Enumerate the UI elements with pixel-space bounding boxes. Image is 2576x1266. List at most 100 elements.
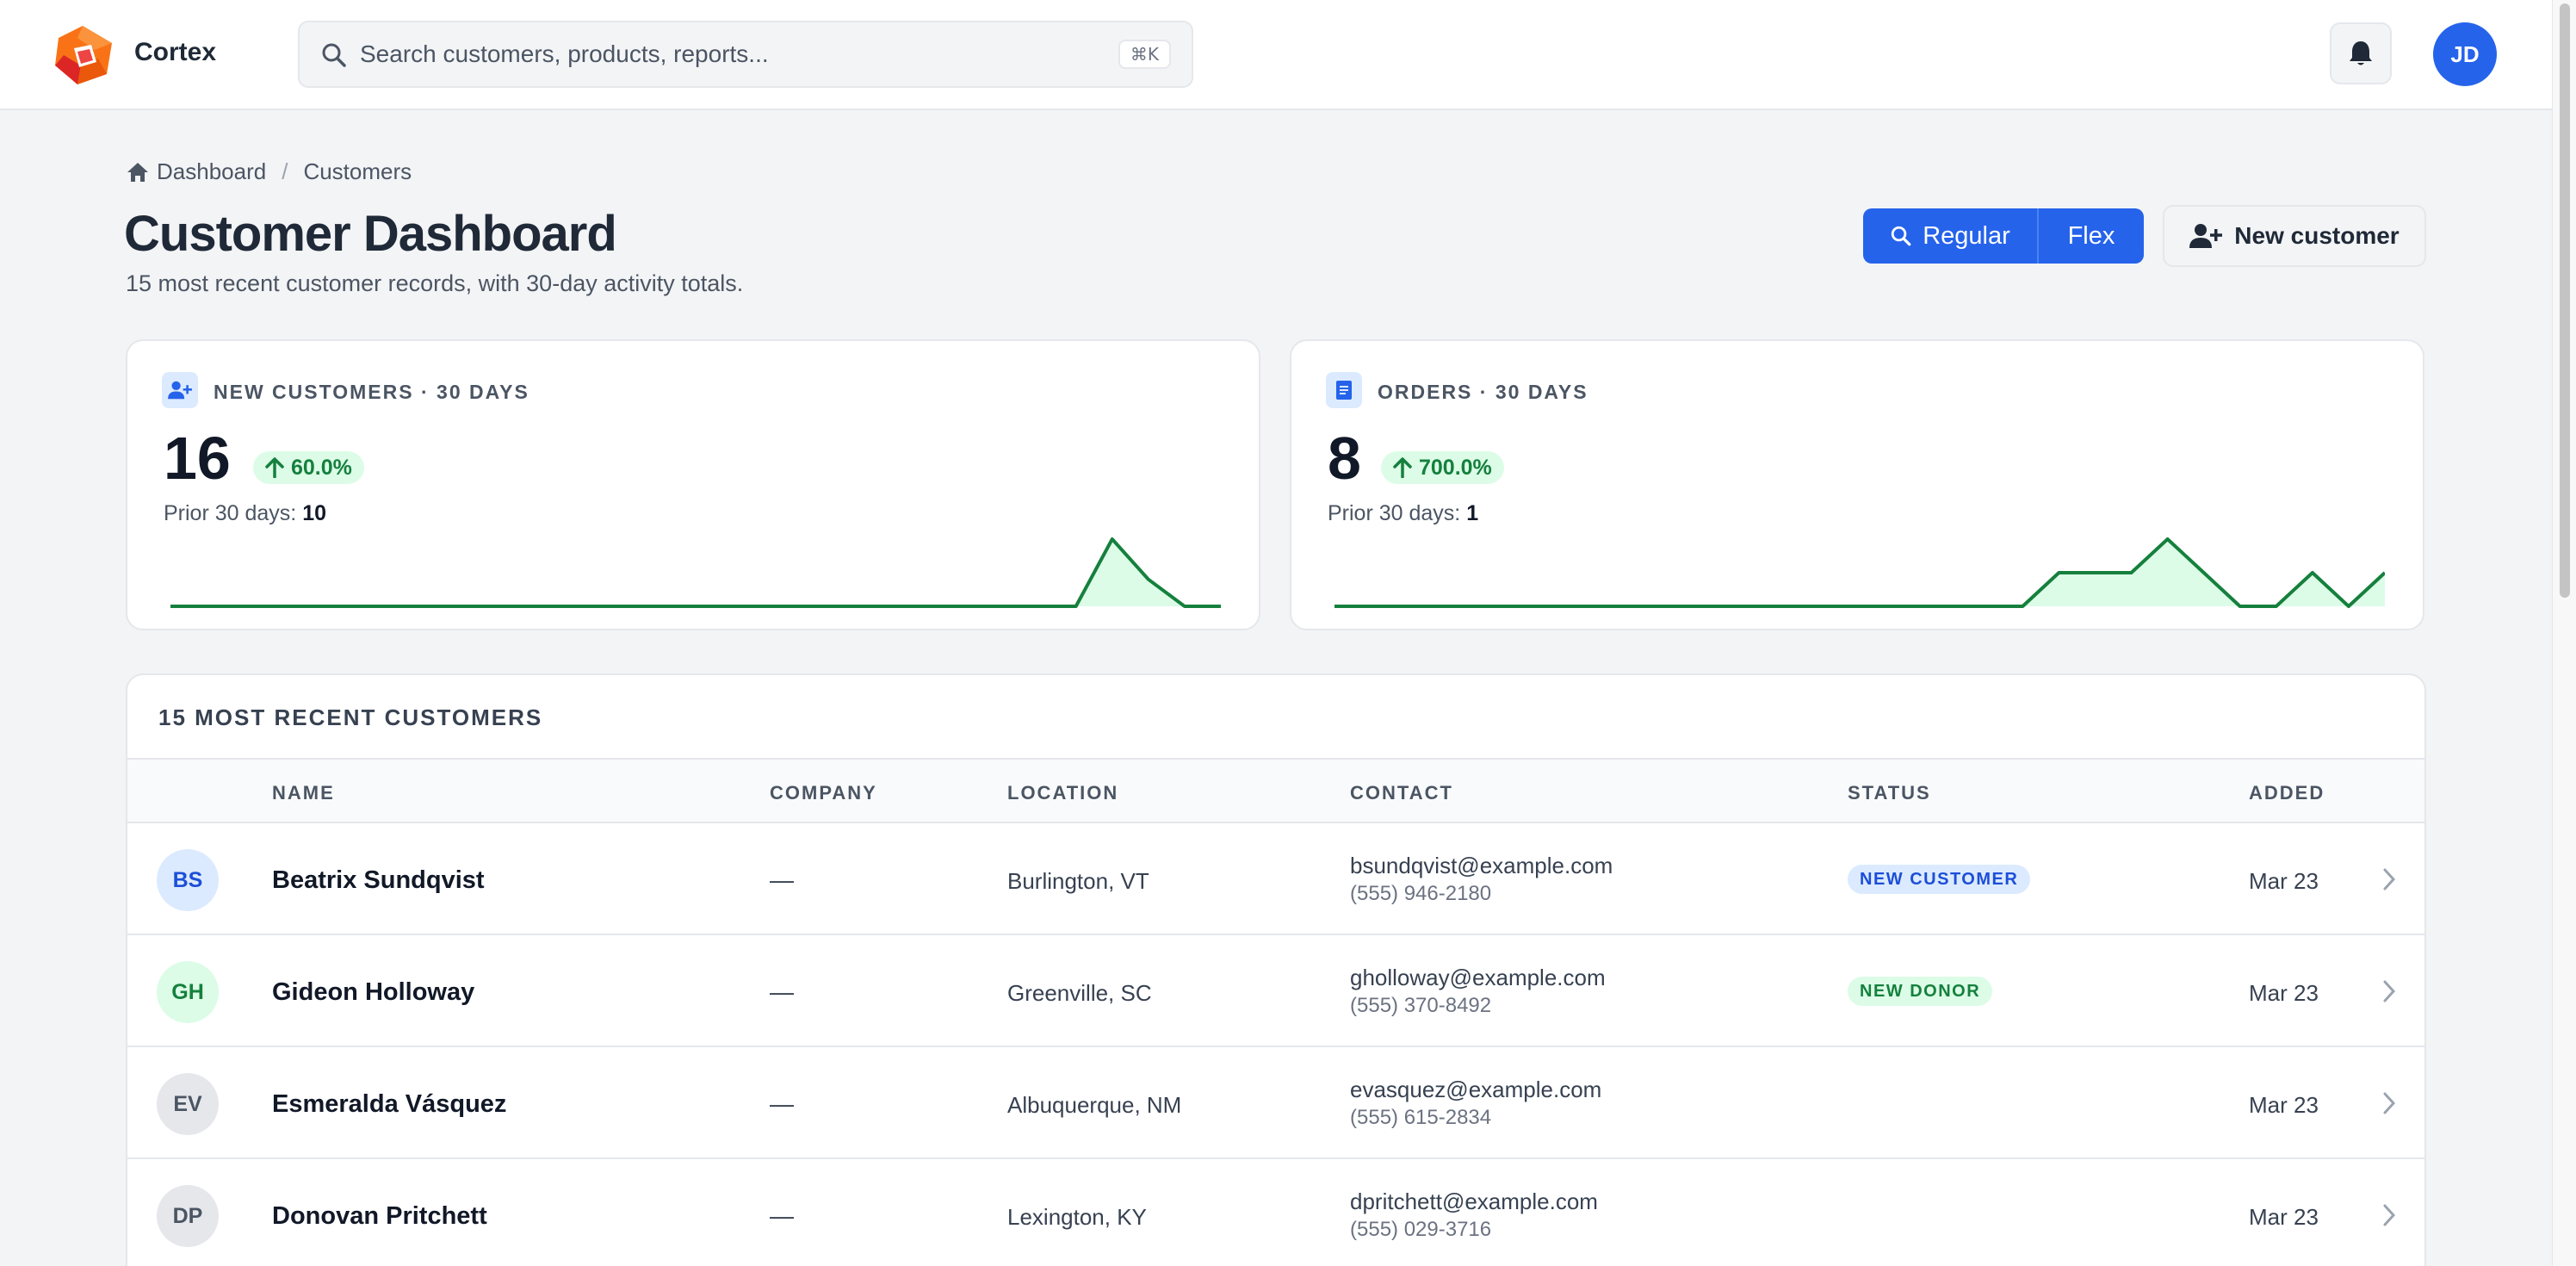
chevron-right-icon[interactable]: [2381, 866, 2397, 892]
customer-location: Albuquerque, NM: [1007, 1092, 1182, 1118]
customer-avatar: GH: [157, 961, 219, 1023]
stat-prior-label: Prior 30 days:: [1328, 501, 1461, 525]
customer-company: —: [770, 1090, 794, 1117]
notifications-button[interactable]: [2330, 22, 2392, 84]
customer-email[interactable]: bsundqvist@example.com: [1350, 853, 1613, 878]
stat-prior: Prior 30 days: 10: [164, 501, 326, 526]
customer-avatar: EV: [157, 1073, 219, 1135]
table-title: 15 MOST RECENT CUSTOMERS: [158, 704, 543, 730]
customer-added-date: Mar 23: [2249, 1092, 2319, 1118]
recent-customers-table: 15 MOST RECENT CUSTOMERS NAME COMPANY LO…: [126, 673, 2426, 1266]
customer-added-date: Mar 23: [2249, 868, 2319, 894]
customer-company: —: [770, 978, 794, 1005]
top-header: Cortex ⌘K JD: [0, 0, 2552, 110]
view-option-regular-label: Regular: [1923, 221, 2010, 250]
customer-location: Burlington, VT: [1007, 868, 1149, 894]
stat-change-value: 60.0%: [291, 455, 352, 480]
status-badge: NEW DONOR: [1848, 977, 1993, 1006]
bell-icon: [2350, 41, 2372, 65]
stat-value: 16: [164, 425, 231, 492]
user-avatar[interactable]: JD: [2433, 22, 2497, 86]
customer-email[interactable]: evasquez@example.com: [1350, 1077, 1602, 1102]
customer-phone[interactable]: (555) 615-2834: [1350, 1106, 1492, 1129]
breadcrumb-dashboard[interactable]: Dashboard: [157, 158, 267, 184]
stat-change-badge: 700.0%: [1381, 451, 1504, 484]
new-customer-label: New customer: [2234, 222, 2400, 249]
stat-change-badge: 60.0%: [253, 451, 364, 484]
customer-company: —: [770, 1202, 794, 1229]
status-badge: NEW CUSTOMER: [1848, 865, 2031, 894]
arrow-up-icon: [1393, 457, 1412, 478]
stat-value: 8: [1328, 425, 1361, 492]
table-row[interactable]: EV Esmeralda Vásquez — Albuquerque, NM e…: [127, 1047, 2424, 1159]
search-icon: [322, 43, 346, 67]
stat-card-new-customers: NEW CUSTOMERS · 30 DAYS 16 60.0% Prior 3…: [126, 339, 1260, 630]
breadcrumb-customers: Customers: [303, 158, 412, 184]
stat-card-orders: ORDERS · 30 DAYS 8 700.0% Prior 30 days:…: [1290, 339, 2424, 630]
chevron-right-icon[interactable]: [2381, 1090, 2397, 1116]
customer-email[interactable]: dpritchett@example.com: [1350, 1188, 1598, 1214]
column-header-company[interactable]: COMPANY: [770, 782, 877, 804]
column-header-name[interactable]: NAME: [272, 782, 335, 804]
new-customer-button[interactable]: New customer: [2163, 205, 2426, 267]
sparkline-line: [170, 537, 1221, 608]
sparkline-orders: [1334, 537, 2385, 608]
chevron-right-icon[interactable]: [2381, 978, 2397, 1004]
page-subtitle: 15 most recent customer records, with 30…: [126, 270, 744, 296]
home-icon: [127, 162, 148, 182]
search-icon: [1892, 226, 1911, 246]
table-header: NAME COMPANY LOCATION CONTACT STATUS ADD…: [127, 758, 2424, 823]
sparkline-line: [1334, 537, 2385, 608]
sparkline-area: [1334, 539, 2385, 606]
table-row[interactable]: GH Gideon Holloway — Greenville, SC ghol…: [127, 935, 2424, 1047]
customer-location: Lexington, KY: [1007, 1204, 1147, 1230]
stat-prior-value: 1: [1466, 501, 1479, 525]
user-plus-icon: [2189, 224, 2223, 248]
page-title: Customer Dashboard: [124, 206, 617, 262]
stat-icon-wrap: [162, 372, 198, 408]
stat-label: ORDERS · 30 DAYS: [1378, 381, 1588, 403]
cortex-logo-icon[interactable]: [52, 24, 114, 86]
customer-company: —: [770, 866, 794, 893]
stat-label: NEW CUSTOMERS · 30 DAYS: [214, 381, 529, 403]
customer-phone[interactable]: (555) 370-8492: [1350, 994, 1492, 1017]
stat-prior: Prior 30 days: 1: [1328, 501, 1478, 526]
search-input[interactable]: [360, 31, 1118, 78]
column-header-location[interactable]: LOCATION: [1007, 782, 1119, 804]
page-scrollbar[interactable]: [2552, 0, 2576, 1266]
customer-added-date: Mar 23: [2249, 980, 2319, 1006]
customer-phone[interactable]: (555) 029-3716: [1350, 1218, 1492, 1241]
customer-phone[interactable]: (555) 946-2180: [1350, 882, 1492, 905]
sparkline-new-customers: [170, 537, 1221, 608]
stat-icon-wrap: [1326, 372, 1362, 408]
table-row[interactable]: DP Donovan Pritchett — Lexington, KY dpr…: [127, 1159, 2424, 1266]
stat-prior-value: 10: [302, 501, 327, 525]
customer-name[interactable]: Beatrix Sundqvist: [272, 866, 485, 894]
view-option-regular[interactable]: Regular: [1863, 208, 2039, 264]
stat-change-value: 700.0%: [1419, 455, 1492, 480]
customer-location: Greenville, SC: [1007, 980, 1152, 1006]
customer-email[interactable]: gholloway@example.com: [1350, 965, 1606, 990]
stat-prior-label: Prior 30 days:: [164, 501, 297, 525]
chevron-right-icon[interactable]: [2381, 1202, 2397, 1228]
customer-avatar: BS: [157, 849, 219, 911]
brand-name: Cortex: [134, 38, 217, 66]
customer-name[interactable]: Gideon Holloway: [272, 978, 475, 1006]
column-header-contact[interactable]: CONTACT: [1350, 782, 1453, 804]
document-icon: [1336, 381, 1352, 400]
column-header-status[interactable]: STATUS: [1848, 782, 1931, 804]
sparkline-area: [170, 539, 1221, 606]
search-shortcut-hint: ⌘K: [1118, 40, 1171, 69]
customer-name[interactable]: Esmeralda Vásquez: [272, 1090, 507, 1118]
customer-added-date: Mar 23: [2249, 1204, 2319, 1230]
column-header-added[interactable]: ADDED: [2249, 782, 2325, 804]
view-option-flex-label: Flex: [2067, 221, 2115, 250]
breadcrumb: Dashboard / Customers: [126, 158, 412, 185]
view-toggle: Regular Flex: [1863, 208, 2144, 264]
customer-name[interactable]: Donovan Pritchett: [272, 1202, 487, 1230]
scrollbar-thumb[interactable]: [2560, 3, 2570, 598]
customer-avatar: DP: [157, 1185, 219, 1247]
view-option-flex[interactable]: Flex: [2039, 208, 2144, 264]
table-row[interactable]: BS Beatrix Sundqvist — Burlington, VT bs…: [127, 823, 2424, 935]
global-search[interactable]: ⌘K: [298, 21, 1193, 88]
